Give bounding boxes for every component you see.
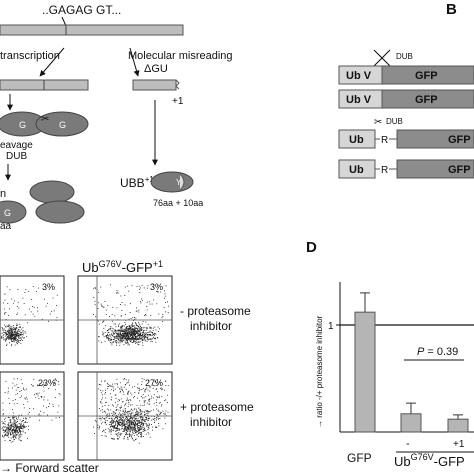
free-ubiquitin-2 bbox=[0, 200, 27, 224]
svg-text:GFP: GFP bbox=[415, 70, 438, 82]
svg-text:DUB: DUB bbox=[396, 52, 413, 61]
construct-3-gfp bbox=[396, 129, 474, 149]
panel-d-letter: D bbox=[306, 239, 317, 256]
svg-text:G: G bbox=[59, 120, 66, 130]
bar-0 bbox=[354, 311, 376, 433]
construct-4-gfp bbox=[396, 159, 474, 179]
svg-text:GFP: GFP bbox=[415, 94, 438, 106]
ubiquitin-blob-2 bbox=[35, 111, 89, 137]
svg-text:aa: aa bbox=[0, 221, 12, 232]
plus-inhibitor-label: + proteasome bbox=[180, 400, 254, 414]
ubb-protein-blob bbox=[150, 171, 194, 193]
sequence-label: ..GAGAG GT... bbox=[42, 3, 121, 17]
svg-text:Ub V: Ub V bbox=[346, 94, 372, 106]
bar-2 bbox=[447, 418, 469, 433]
pct-left-bottom: 23% bbox=[38, 378, 56, 388]
panel-b-letter: B bbox=[446, 1, 457, 18]
svg-text:n: n bbox=[0, 188, 6, 200]
svg-text:inhibitor: inhibitor bbox=[190, 415, 232, 429]
panel-c-title: UbG76V-GFP+1 bbox=[82, 259, 163, 275]
delta-gu-label: ΔGU bbox=[144, 63, 168, 75]
x-label-ub-gfp: UbG76V-GFP bbox=[394, 452, 465, 469]
frameshift-zigzag bbox=[175, 79, 180, 90]
bar-1 bbox=[400, 413, 422, 433]
forward-scatter-label: → Forward scatter bbox=[0, 461, 99, 474]
svg-text:R: R bbox=[381, 165, 388, 176]
pct-right-top: 3% bbox=[150, 282, 163, 292]
svg-text:Ub: Ub bbox=[349, 134, 364, 146]
minus-inhibitor-label: - proteasome bbox=[180, 304, 251, 318]
svg-text:GFP: GFP bbox=[448, 134, 471, 146]
frameshift-label: +1 bbox=[172, 96, 184, 107]
panel-b: B DUB Ub V GFP Ub V GFP ✂ DUB Ub R GFP U… bbox=[338, 1, 474, 179]
svg-text:G: G bbox=[4, 208, 11, 218]
svg-text:inhibitor: inhibitor bbox=[190, 319, 232, 333]
plot-right-bottom-points bbox=[93, 378, 169, 444]
x-sublabel-minus: - bbox=[406, 438, 410, 450]
svg-text:Ub V: Ub V bbox=[346, 70, 372, 82]
svg-text:Ub: Ub bbox=[349, 164, 364, 176]
construct-1-gfp bbox=[381, 65, 474, 85]
mrna-shifted-bar bbox=[132, 79, 177, 91]
transcription-label: transcription bbox=[0, 50, 60, 62]
misreading-label: Molecular misreading bbox=[128, 50, 233, 62]
pct-right-bottom: 27% bbox=[145, 378, 163, 388]
y-tick-1: 1 bbox=[328, 321, 334, 332]
panel-c: UbG76V-GFP+1 3% 3% - proteasome inhibito… bbox=[0, 259, 254, 474]
y-axis-label: → ratio -/+ proteasome inhibitor bbox=[315, 315, 324, 428]
svg-text:R: R bbox=[381, 135, 388, 146]
svg-text:DUB: DUB bbox=[386, 117, 403, 126]
free-ubiquitin-3 bbox=[35, 200, 85, 224]
bar-series bbox=[354, 292, 469, 433]
panel-d: D → ratio -/+ proteasome inhibitor 1 P =… bbox=[306, 239, 474, 469]
plot-left-bottom-points bbox=[1, 378, 61, 443]
cleavage-dub-label: DUB bbox=[6, 151, 27, 162]
x-sublabel-plus: +1 bbox=[453, 439, 465, 450]
free-ubiquitin-1 bbox=[29, 180, 75, 204]
dna-bar bbox=[0, 24, 184, 36]
ubb-label: UBB+1 bbox=[120, 175, 154, 190]
plot-left-top-points bbox=[1, 286, 58, 347]
svg-text:G: G bbox=[19, 120, 26, 130]
scissors-icon: ✂ bbox=[374, 117, 382, 128]
plot-right-top-points bbox=[93, 284, 169, 346]
misreading-arrow bbox=[129, 47, 140, 77]
construct-2-gfp bbox=[381, 89, 474, 109]
cleavage-label: eavage bbox=[0, 140, 33, 151]
p-value-label: P = 0.39 bbox=[417, 346, 458, 358]
x-label-gfp: GFP bbox=[347, 451, 372, 465]
panel-a: ..GAGAG GT... transcription Molecular mi… bbox=[0, 3, 233, 232]
scissors-icon: ✂ bbox=[41, 114, 49, 125]
ubb-aa-label: 76aa + 10aa bbox=[153, 198, 203, 208]
pct-left-top: 3% bbox=[42, 282, 55, 292]
svg-text:Y: Y bbox=[176, 178, 182, 187]
svg-text:GFP: GFP bbox=[448, 164, 471, 176]
transcription-arrow bbox=[39, 47, 65, 77]
